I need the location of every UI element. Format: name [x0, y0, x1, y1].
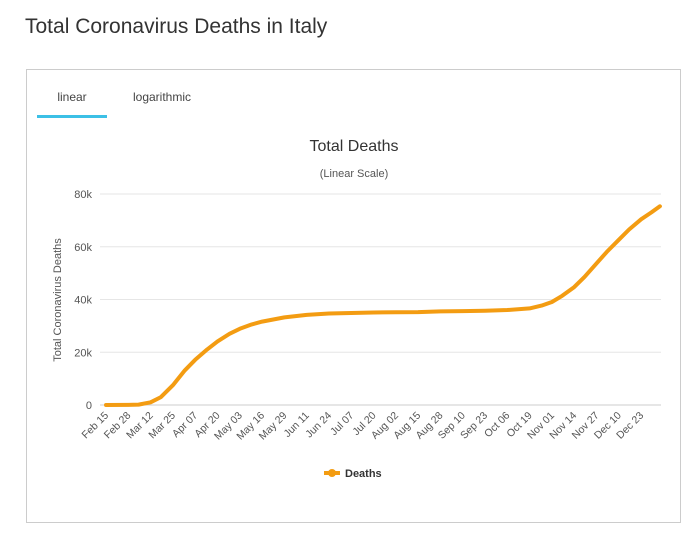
y-tick-label: 60k	[74, 242, 92, 254]
y-tick-label: 0	[86, 400, 92, 412]
tab-linear[interactable]: linear	[37, 90, 107, 118]
tab-logarithmic[interactable]: logarithmic	[132, 90, 192, 104]
x-tick-label: Jun 24	[303, 410, 334, 441]
page-title: Total Coronavirus Deaths in Italy	[25, 15, 328, 38]
y-tick-label: 20k	[74, 347, 92, 359]
chart-subtitle: (Linear Scale)	[320, 168, 388, 180]
legend-marker	[328, 469, 336, 477]
chart-panel: linear logarithmic	[26, 69, 681, 523]
y-tick-label: 40k	[74, 295, 92, 307]
legend-label: Deaths	[345, 468, 382, 480]
legend-item-deaths[interactable]: Deaths	[324, 468, 382, 480]
x-tick-label: Jul 07	[328, 410, 356, 438]
series-line-deaths	[104, 204, 662, 407]
y-axis-label: Total Coronavirus Deaths	[52, 238, 64, 362]
chart-title: Total Deaths	[310, 138, 399, 155]
y-tick-label: 80k	[74, 189, 92, 201]
